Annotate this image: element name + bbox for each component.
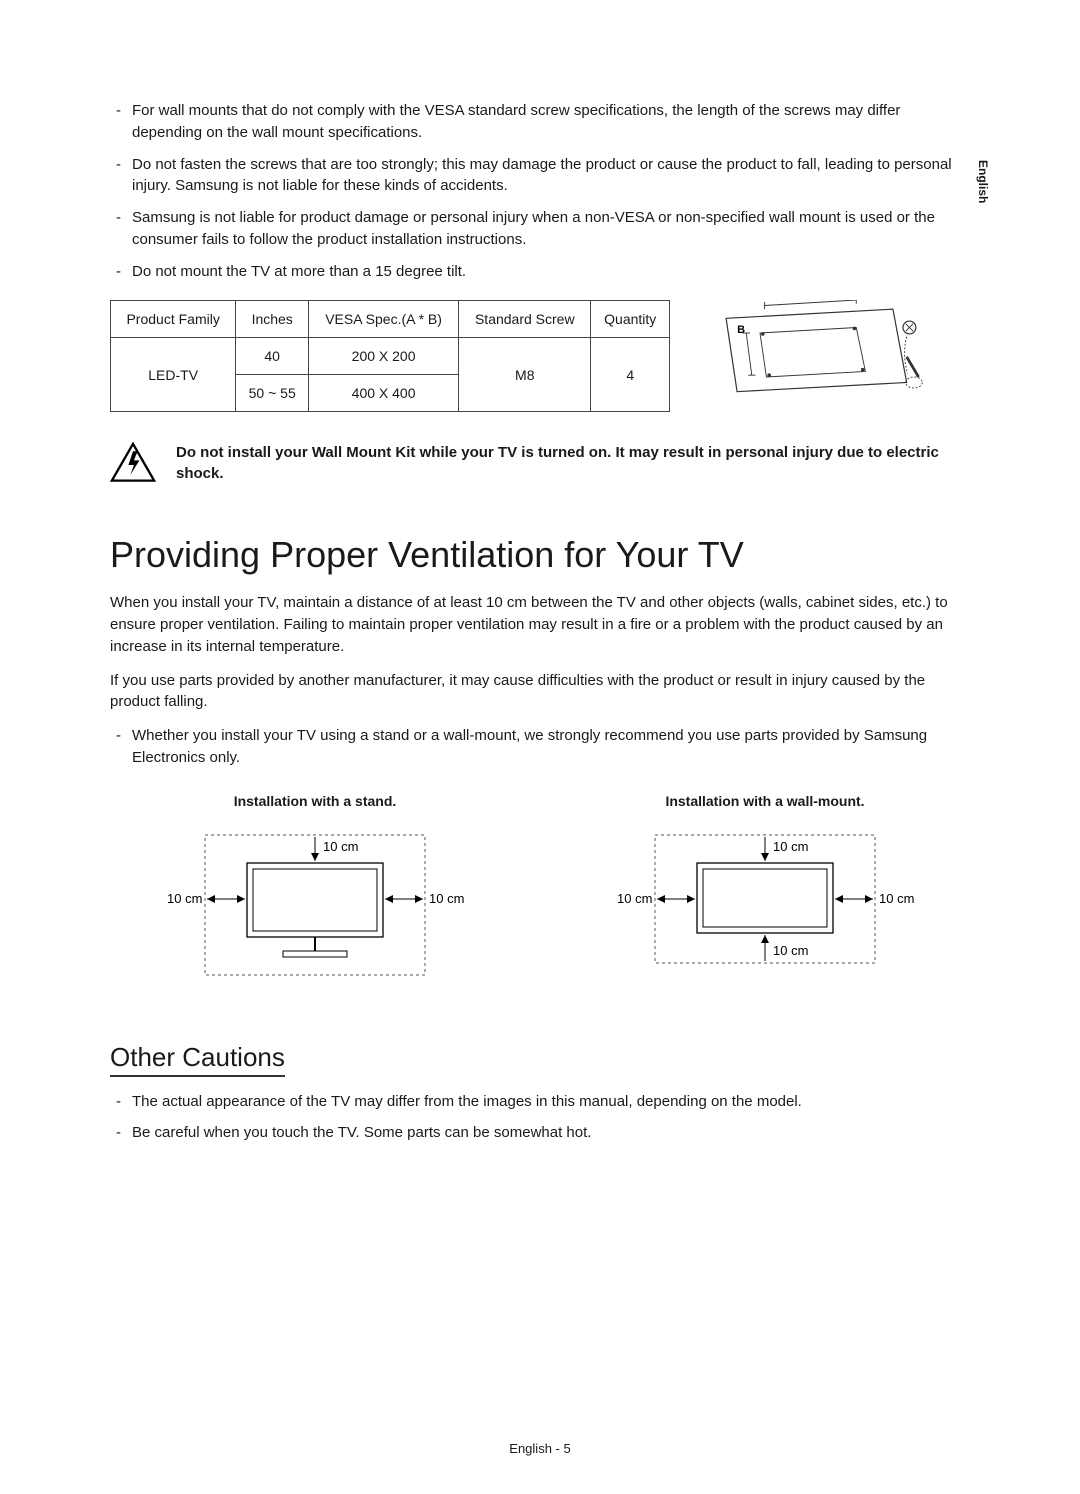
- figure-caption-stand: Installation with a stand.: [165, 793, 465, 809]
- cell-qty: 4: [591, 338, 670, 412]
- figure-stand: Installation with a stand. 10 cm 10 cm 1…: [165, 793, 465, 982]
- bullet-item: For wall mounts that do not comply with …: [110, 100, 970, 144]
- bullet-item: Samsung is not liable for product damage…: [110, 207, 970, 251]
- cell-screw: M8: [459, 338, 591, 412]
- col-inches: Inches: [236, 301, 309, 338]
- bullet-item: Be careful when you touch the TV. Some p…: [110, 1122, 970, 1144]
- electric-shock-warning-icon: [110, 442, 156, 482]
- col-family: Product Family: [111, 301, 236, 338]
- top-bullet-list: For wall mounts that do not comply with …: [110, 100, 970, 282]
- cell-family: LED-TV: [111, 338, 236, 412]
- dim-left: 10 cm: [167, 891, 202, 906]
- paragraph: If you use parts provided by another man…: [110, 670, 970, 714]
- paragraph: When you install your TV, maintain a dis…: [110, 592, 970, 657]
- warning-text: Do not install your Wall Mount Kit while…: [176, 442, 970, 484]
- dim-right: 10 cm: [429, 891, 464, 906]
- dim-top: 10 cm: [323, 839, 358, 854]
- vesa-diagram: A B: [700, 300, 930, 410]
- specs-table: Product Family Inches VESA Spec.(A * B) …: [110, 300, 670, 412]
- specs-table-wrap: Product Family Inches VESA Spec.(A * B) …: [110, 300, 970, 412]
- bottom-bullet-list: The actual appearance of the TV may diff…: [110, 1091, 970, 1145]
- subheading-other-cautions: Other Cautions: [110, 1042, 285, 1077]
- section-title: Providing Proper Ventilation for Your TV: [110, 534, 970, 576]
- installation-figures: Installation with a stand. 10 cm 10 cm 1…: [110, 793, 970, 982]
- col-screw: Standard Screw: [459, 301, 591, 338]
- language-side-label: English: [976, 160, 990, 203]
- col-vesa: VESA Spec.(A * B): [309, 301, 459, 338]
- col-qty: Quantity: [591, 301, 670, 338]
- label-b: B: [737, 324, 745, 336]
- stand-diagram: 10 cm 10 cm 10 cm: [165, 817, 465, 977]
- bullet-item: The actual appearance of the TV may diff…: [110, 1091, 970, 1113]
- wallmount-diagram: 10 cm 10 cm 10 cm 10 cm: [615, 817, 915, 977]
- figure-wallmount: Installation with a wall-mount. 10 cm 10…: [615, 793, 915, 982]
- cell-vesa: 400 X 400: [309, 375, 459, 412]
- cell-vesa: 200 X 200: [309, 338, 459, 375]
- table-header-row: Product Family Inches VESA Spec.(A * B) …: [111, 301, 670, 338]
- mid-bullet-list: Whether you install your TV using a stan…: [110, 725, 970, 769]
- warning-block: Do not install your Wall Mount Kit while…: [110, 442, 970, 484]
- page-footer: English - 5: [0, 1441, 1080, 1456]
- dim-top: 10 cm: [773, 839, 808, 854]
- bullet-item: Do not fasten the screws that are too st…: [110, 154, 970, 198]
- figure-caption-wall: Installation with a wall-mount.: [615, 793, 915, 809]
- dim-left: 10 cm: [617, 891, 652, 906]
- bullet-item: Do not mount the TV at more than a 15 de…: [110, 261, 970, 283]
- dim-bottom: 10 cm: [773, 943, 808, 958]
- table-row: LED-TV 40 200 X 200 M8 4: [111, 338, 670, 375]
- label-a: A: [803, 300, 811, 301]
- dim-right: 10 cm: [879, 891, 914, 906]
- cell-inches: 40: [236, 338, 309, 375]
- bullet-item: Whether you install your TV using a stan…: [110, 725, 970, 769]
- cell-inches: 50 ~ 55: [236, 375, 309, 412]
